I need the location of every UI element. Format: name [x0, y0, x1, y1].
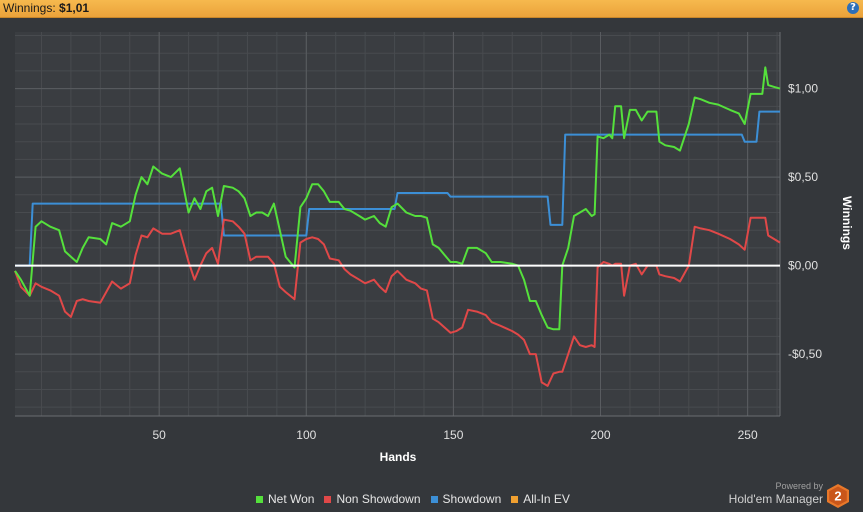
y-axis-title: Winnings — [840, 196, 854, 250]
x-tick-label: 50 — [152, 428, 166, 442]
x-tick-label: 200 — [591, 428, 611, 442]
series-line-showdown — [15, 110, 780, 267]
legend-item[interactable]: All-In EV — [511, 492, 570, 506]
y-tick-label: $1,00 — [788, 82, 818, 96]
question-icon[interactable]: ? — [847, 2, 859, 14]
legend-swatch — [511, 495, 519, 503]
legend-swatch — [256, 495, 263, 503]
legend-item[interactable]: Net Won — [256, 492, 314, 506]
series-line-net-won — [14, 66, 781, 331]
series-line-non-showdown — [14, 216, 781, 387]
legend-label: Non Showdown — [336, 492, 421, 506]
legend-swatch — [430, 495, 438, 503]
winnings-summary: Winnings: $1,01 — [3, 0, 89, 17]
x-tick-label: 100 — [296, 428, 316, 442]
logo-badge-text: 2 — [834, 489, 841, 504]
x-axis-title: Hands — [380, 450, 417, 464]
legend-label: Showdown — [442, 492, 502, 506]
legend-item[interactable]: Showdown — [430, 492, 502, 506]
winnings-value: $1,01 — [59, 1, 90, 15]
winnings-chart: $1,00 $0,50 $0,00 -$0,50 50 100 150 200 250 Hands… — [14, 32, 854, 464]
legend-label: Net Won — [268, 492, 315, 506]
legend-swatch — [324, 495, 332, 503]
branding: Powered by Hold'em Manager — [729, 481, 823, 507]
winnings-label: Winnings: — [3, 1, 56, 15]
legend-label: All-In EV — [523, 492, 570, 506]
plot-area — [15, 32, 780, 416]
title-bar: Winnings: $1,01 ? — [0, 0, 863, 18]
y-tick-label: $0,50 — [788, 170, 818, 184]
brand-name: Hold'em Manager — [728, 492, 823, 506]
powered-by-label: Powered by — [775, 481, 823, 491]
x-tick-label: 250 — [738, 428, 758, 442]
hem2-logo-icon: 2 — [827, 484, 849, 508]
x-tick-label: 150 — [443, 428, 463, 442]
legend-item[interactable]: Non Showdown — [324, 492, 421, 506]
y-tick-label: -$0,50 — [788, 347, 822, 361]
y-tick-label: $0,00 — [788, 259, 818, 273]
chart-legend: Net Won Non Showdown Showdown All-In EV — [256, 492, 570, 506]
